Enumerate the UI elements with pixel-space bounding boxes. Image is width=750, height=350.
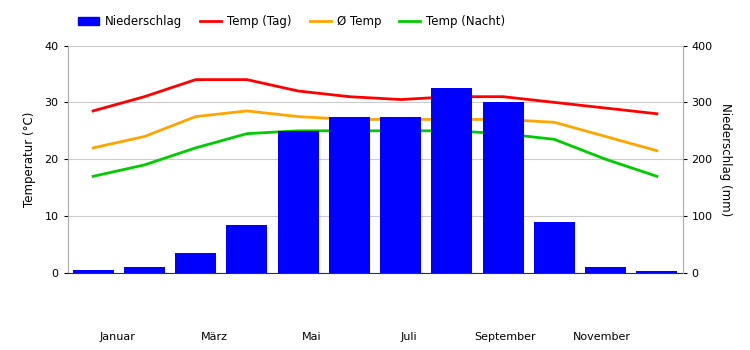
Text: Januar: Januar (100, 332, 136, 343)
Text: Juli: Juli (400, 332, 417, 343)
Bar (278, 131, 319, 273)
Bar (380, 117, 422, 273)
Bar (328, 117, 370, 273)
Legend: Niederschlag, Temp (Tag), Ø Temp, Temp (Nacht): Niederschlag, Temp (Tag), Ø Temp, Temp (… (74, 10, 510, 33)
Bar (226, 225, 267, 273)
Bar (124, 267, 165, 273)
Y-axis label: Niederschlag (mm): Niederschlag (mm) (719, 103, 732, 216)
Text: November: November (573, 332, 632, 343)
Text: Mai: Mai (302, 332, 322, 343)
Bar (534, 222, 574, 273)
Bar (431, 88, 472, 273)
Bar (483, 102, 524, 273)
Y-axis label: Temperatur (°C): Temperatur (°C) (23, 112, 36, 207)
Bar (175, 253, 216, 273)
Bar (73, 270, 114, 273)
Bar (585, 267, 626, 273)
Bar (636, 271, 677, 273)
Text: März: März (201, 332, 228, 343)
Text: September: September (475, 332, 536, 343)
